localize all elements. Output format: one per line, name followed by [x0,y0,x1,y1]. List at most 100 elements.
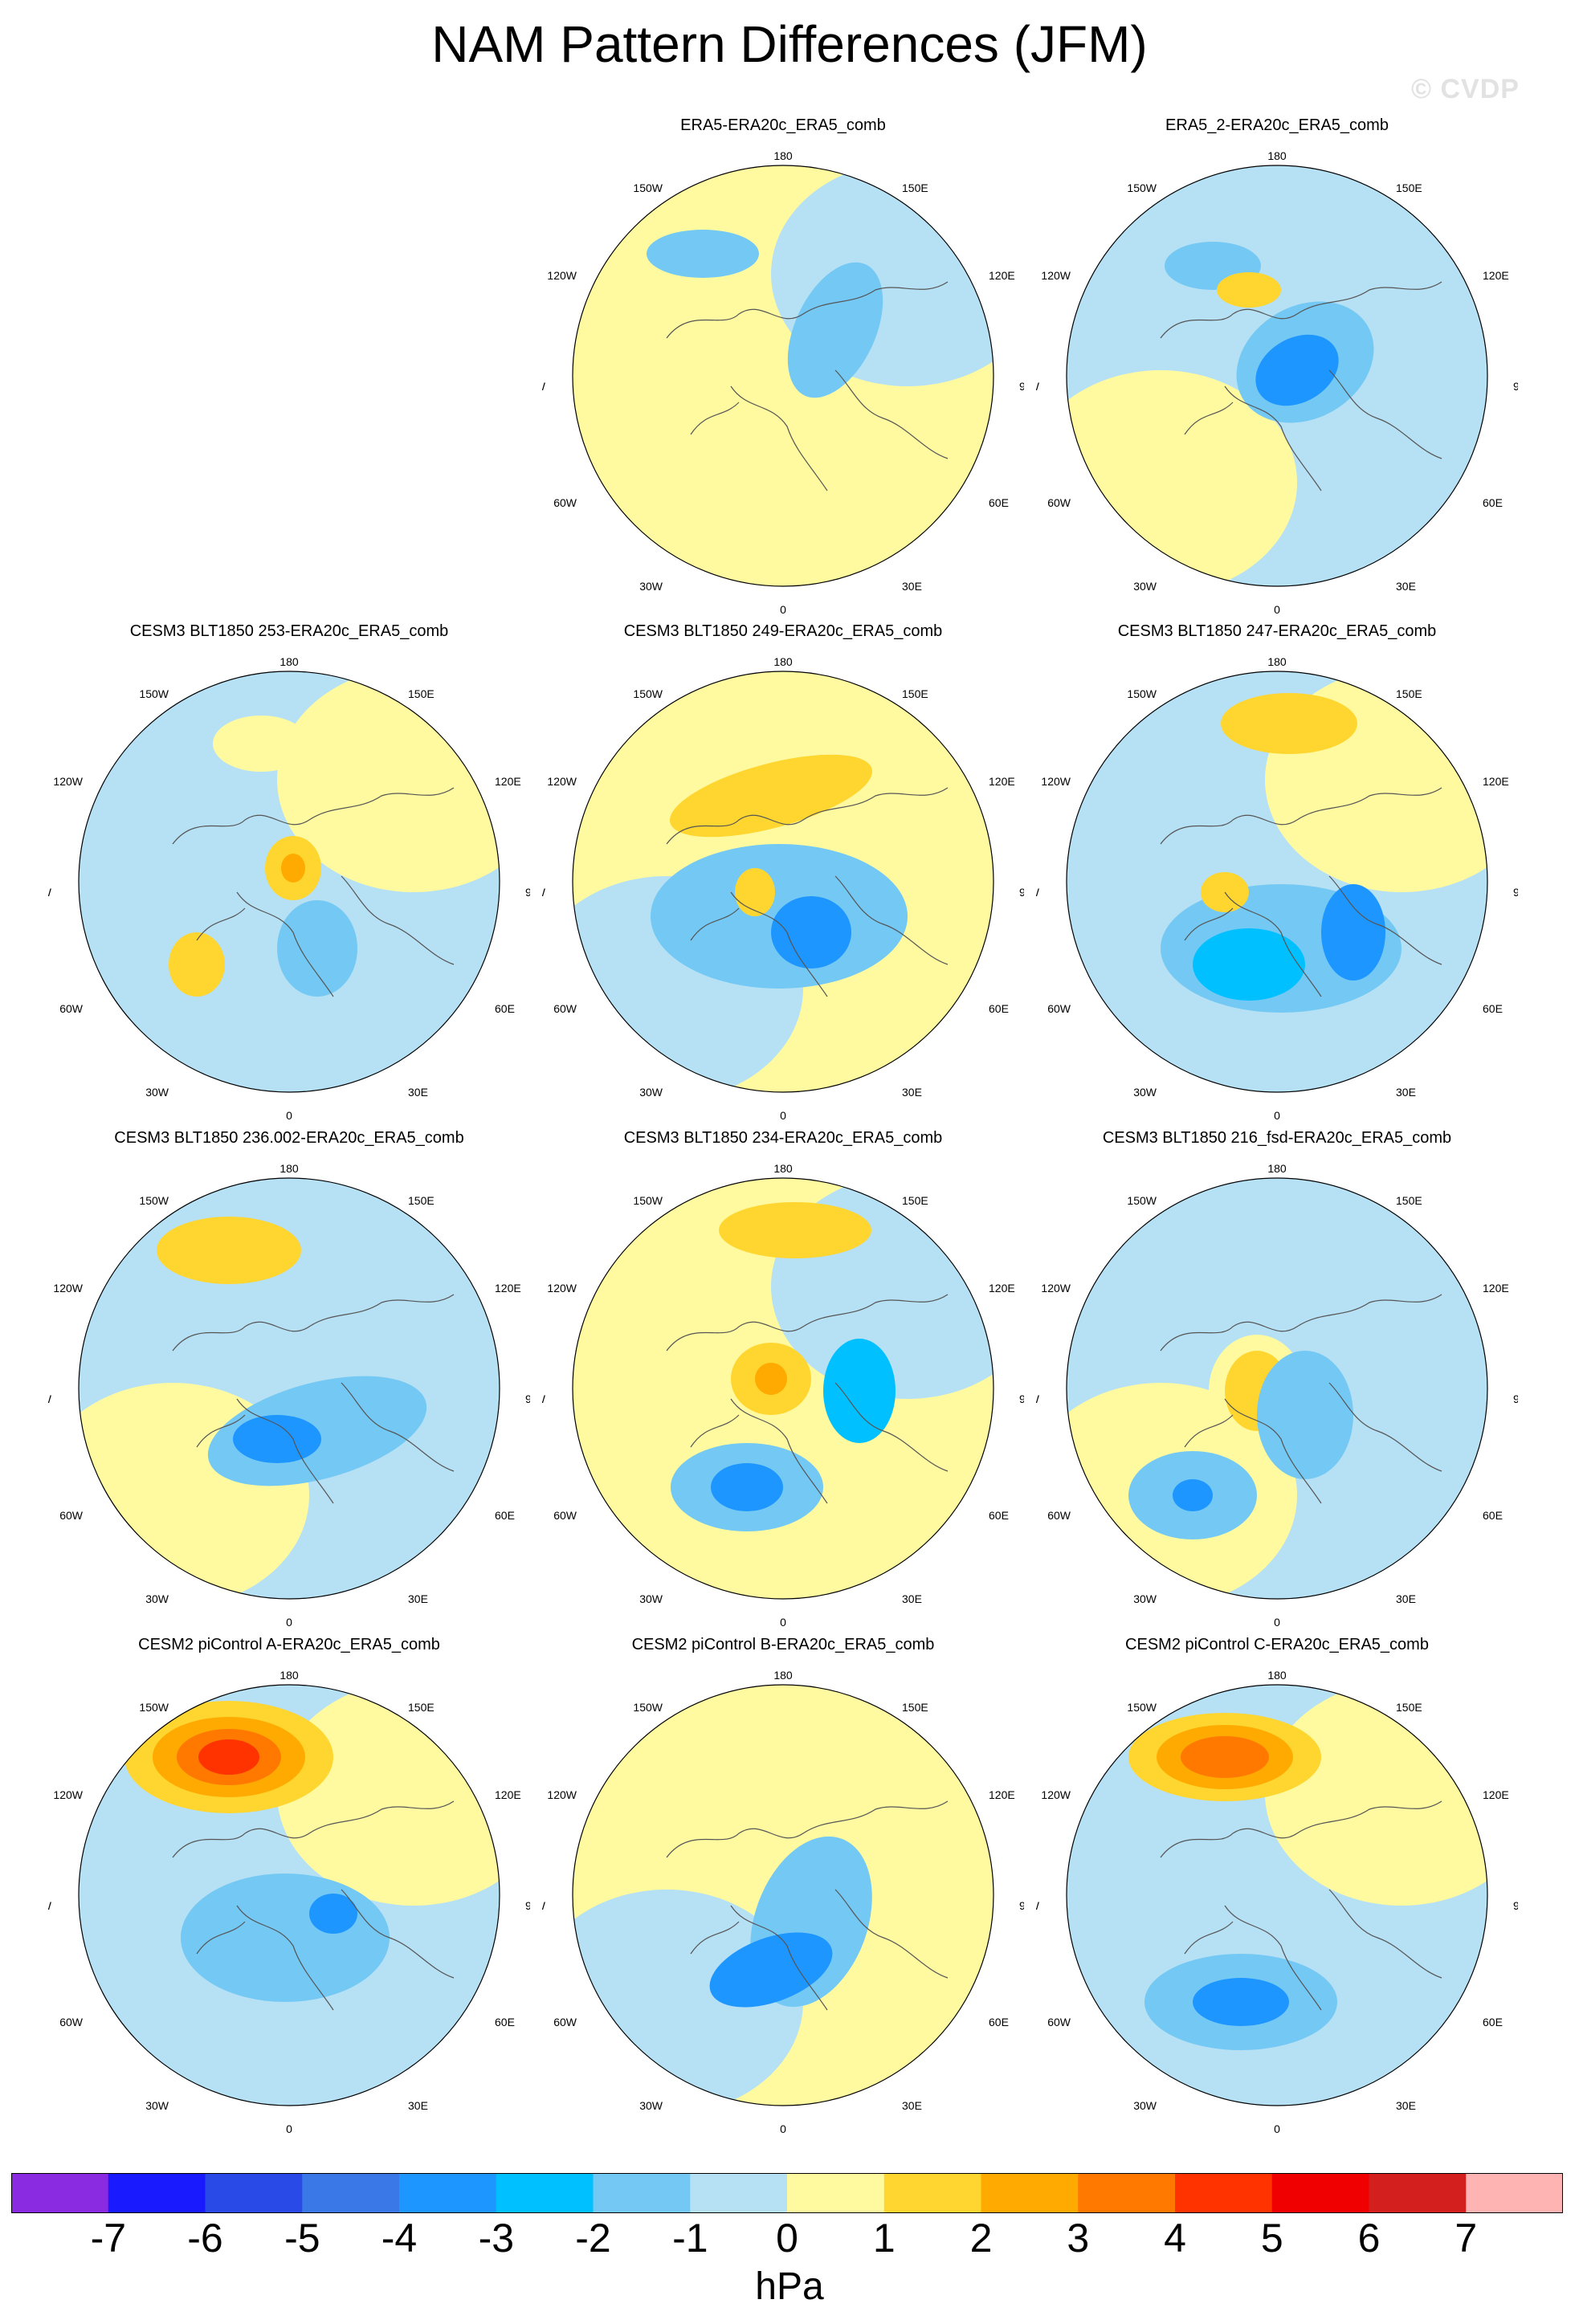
polar-map: 180 0 150W 150E 120W 120E 90W 90E 60W 60E 30W 30E [1036,1162,1518,1627]
colorbar-segment [496,2173,594,2213]
colorbar-tick-label: 2 [969,2216,993,2261]
panel-title: CESM3 BLT1850 234-ERA20c_ERA5_comb [623,1129,943,1147]
map-outline [1066,1684,1488,2106]
longitude-label: 30W [145,1592,169,1605]
longitude-label: 150W [633,687,663,700]
panel-title: CESM2 piControl C-ERA20c_ERA5_comb [1125,1636,1429,1653]
longitude-label: 30W [639,1592,663,1605]
map-outline [1066,671,1488,1093]
polar-map: 180 0 150W 150E 120W 120E 90W 90E 60W 60E 30W 30E [542,1162,1024,1627]
anomaly-contour [1193,928,1305,1001]
longitude-label: 60E [989,1002,1009,1015]
polar-map: 180 0 150W 150E 120W 120E 90W 90E 60W 60E 30W 30E [542,1669,1024,2134]
coastline [1160,1294,1442,1504]
coastline [1160,281,1442,491]
longitude-label: 30E [902,1086,922,1099]
polar-map: 180 0 150W 150E 120W 120E 90W 90E 60W 60E 30W 30E [1036,655,1518,1120]
colorbar-tick-label: -2 [575,2216,611,2261]
cvdp-watermark: © CVDP [1411,74,1520,104]
longitude-label: 30W [1133,1086,1157,1099]
longitude-label: 60E [1483,496,1503,509]
longitude-label: 60W [553,1509,577,1522]
colorbar-tick-label: -6 [187,2216,223,2261]
polar-map: 180 0 150W 150E 120W 120E 90W 90E 60W 60E 30W 30E [542,149,1024,614]
anomaly-contour [823,1339,896,1443]
longitude-label: 60E [495,1509,515,1522]
longitude-label: 0 [780,1109,786,1120]
longitude-label: 30W [1133,2099,1157,2112]
panel-title: CESM2 piControl B-ERA20c_ERA5_comb [631,1636,935,1653]
map-panel: CESM3 BLT1850 236.002-ERA20c_ERA5_comb 18… [48,1129,530,1627]
longitude-label: 0 [286,2122,292,2134]
longitude-label: 60E [1483,2016,1503,2028]
colorbar-frame [11,2173,1563,2213]
map-panel: CESM2 piControl B-ERA20c_ERA5_comb 180 0 15… [542,1636,1024,2134]
longitude-label: 0 [286,1616,292,1627]
anomaly-contour [181,1873,390,2002]
coastline [1160,1800,1442,2011]
anomaly-contour [1181,1736,1269,1778]
map-panel: CESM3 BLT1850 234-ERA20c_ERA5_comb 180 0 15… [542,1129,1024,1627]
longitude-label: 90E [1019,1899,1024,1912]
colorbar-segment [1078,2173,1176,2213]
map-outline [78,1177,500,1600]
longitude-label: 150E [1396,1701,1422,1714]
longitude-label: 90W [1036,1392,1040,1405]
colorbar-tick-label: -4 [381,2216,418,2261]
longitude-label: 150W [633,1701,663,1714]
map-outline [78,671,500,1093]
longitude-label: 0 [1274,1109,1280,1120]
longitude-label: 90E [1513,1392,1518,1405]
colorbar-tick-label: 1 [872,2216,896,2261]
longitude-label: 90E [1019,1392,1024,1405]
map-panel: ERA5-ERA20c_ERA5_comb 180 0 150W 150E 120W 120… [542,116,1024,614]
longitude-label: 30W [1133,580,1157,593]
colorbar-tick-label: 6 [1357,2216,1381,2261]
map-outline [78,1684,500,2106]
longitude-label: 30E [902,2099,922,2112]
anomaly-contour [743,314,783,362]
coastline [172,1800,455,2011]
anomaly-contour [719,1202,871,1258]
longitude-label: 30E [408,2099,428,2112]
longitude-label: 120E [495,1282,521,1295]
polar-map: 180 0 150W 150E 120W 120E 90W 90E 60W 60E 30W 30E [1036,149,1518,614]
longitude-label: 150E [408,1701,435,1714]
longitude-label: 120E [989,1788,1015,1801]
longitude-label: 150E [1396,687,1422,700]
longitude-label: 30W [145,1086,169,1099]
panel-title: CESM3 BLT1850 216_fsd-ERA20c_ERA5_comb [1102,1129,1452,1147]
longitude-label: 0 [1274,2122,1280,2134]
longitude-label: 60E [989,1509,1009,1522]
longitude-label: 180 [279,655,299,668]
longitude-label: 0 [780,603,786,614]
longitude-label: 150W [139,1194,169,1207]
longitude-label: 60W [1047,1509,1071,1522]
longitude-label: 0 [1274,603,1280,614]
longitude-label: 150W [1127,687,1157,700]
longitude-label: 90E [525,1899,530,1912]
longitude-label: 60E [1483,1002,1503,1015]
colorbar-segment [302,2173,400,2213]
longitude-label: 90W [1036,380,1040,393]
colorbar-segment [108,2173,206,2213]
longitude-label: 60W [553,1002,577,1015]
map-outline [572,1177,994,1600]
longitude-label: 120W [1041,775,1071,788]
longitude-label: 90W [48,886,52,899]
anomaly-contour [309,1894,357,1934]
colorbar-segment [981,2173,1079,2213]
longitude-label: 150W [633,181,663,194]
map-panel: ERA5_2-ERA20c_ERA5_comb 180 0 150W 150E 120W 1… [1036,116,1518,614]
longitude-label: 0 [780,1616,786,1627]
longitude-label: 30W [145,2099,169,2112]
longitude-label: 60E [495,1002,515,1015]
polar-map: 180 0 150W 150E 120W 120E 90W 90E 60W 60E 30W 30E [48,1162,530,1627]
anomaly-contour [771,896,851,968]
longitude-label: 120W [547,1282,577,1295]
longitude-label: 90W [48,1392,52,1405]
map-panel: CESM3 BLT1850 247-ERA20c_ERA5_comb 180 0 15… [1036,622,1518,1120]
colorbar-tick-label: 3 [1067,2216,1090,2261]
colorbar-tick-label: 0 [776,2216,798,2261]
longitude-label: 60E [1483,1509,1503,1522]
